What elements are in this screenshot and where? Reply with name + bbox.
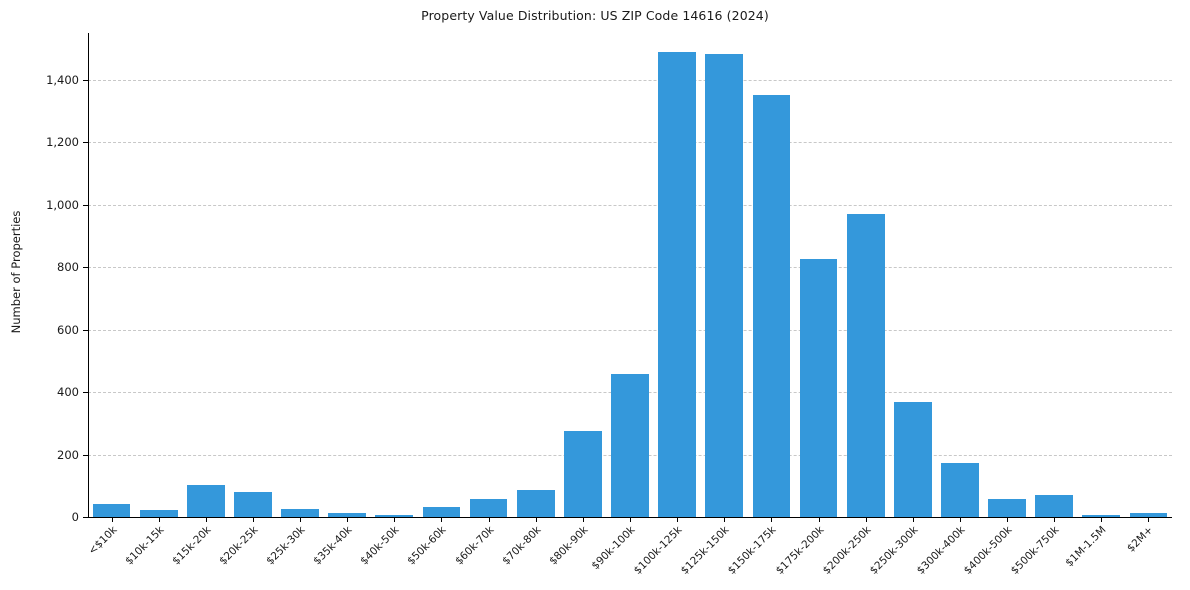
bar[interactable] xyxy=(234,492,272,517)
bar[interactable] xyxy=(846,214,885,517)
x-tick-label: $90k-100k xyxy=(589,524,638,573)
bar[interactable] xyxy=(893,402,932,517)
gridline xyxy=(88,267,1172,269)
x-tick-label: $15k-20k xyxy=(169,524,214,568)
x-tick-mark xyxy=(677,517,679,522)
bar[interactable] xyxy=(469,499,508,517)
x-tick-mark xyxy=(252,517,254,522)
x-tick-mark xyxy=(535,517,537,522)
x-tick-mark xyxy=(1101,517,1103,522)
x-tick-label: $70k-80k xyxy=(499,524,544,568)
x-tick-label: $25k-30k xyxy=(264,524,308,568)
x-tick-label: $500k-750k xyxy=(1008,524,1062,577)
bars-container xyxy=(88,33,1172,517)
gridline xyxy=(88,79,1172,81)
y-tick-label: 800 xyxy=(57,260,79,275)
bar[interactable] xyxy=(705,53,744,517)
y-tick-mark xyxy=(83,267,88,269)
bar[interactable] xyxy=(186,485,225,517)
x-tick-mark xyxy=(347,517,349,522)
bar[interactable] xyxy=(516,489,555,517)
bar[interactable] xyxy=(988,499,1026,517)
bar[interactable] xyxy=(941,463,979,517)
x-tick-label: $1M-1.5M xyxy=(1063,524,1109,570)
x-tick-mark xyxy=(488,517,490,522)
x-tick-label: $150k-175k xyxy=(726,524,779,577)
bar[interactable] xyxy=(1035,494,1074,517)
x-tick-label: $50k-60k xyxy=(405,524,449,568)
x-tick-label: $100k-125k xyxy=(631,524,685,577)
x-tick-mark xyxy=(111,517,113,522)
bar[interactable] xyxy=(1129,512,1168,517)
x-tick-label: $125k-150k xyxy=(678,524,732,577)
y-tick-mark xyxy=(83,392,88,394)
y-tick-label: 1,000 xyxy=(46,197,79,212)
x-tick-label: <$10k xyxy=(85,524,120,558)
y-axis-line xyxy=(88,33,89,517)
y-tick-mark xyxy=(83,204,88,206)
x-tick-label: $400k-500k xyxy=(961,524,1015,577)
x-axis-line xyxy=(88,517,1172,518)
bar[interactable] xyxy=(752,94,791,517)
bar[interactable] xyxy=(139,509,178,517)
y-tick-label: 1,400 xyxy=(46,72,79,87)
x-tick-label: $35k-40k xyxy=(311,524,355,568)
chart-title: Property Value Distribution: US ZIP Code… xyxy=(421,8,769,23)
y-tick-label: 0 xyxy=(71,510,79,524)
gridline xyxy=(88,204,1172,206)
gridline xyxy=(88,329,1172,331)
y-tick-label: 1,200 xyxy=(46,135,79,150)
bar[interactable] xyxy=(564,431,602,517)
bar[interactable] xyxy=(422,506,461,517)
y-tick-mark xyxy=(83,329,88,331)
gridline xyxy=(88,142,1172,144)
bar[interactable] xyxy=(611,374,649,517)
x-tick-mark xyxy=(1007,517,1009,522)
bar[interactable] xyxy=(799,259,838,517)
x-tick-label: $10k-15k xyxy=(122,524,167,568)
y-tick-label: 400 xyxy=(57,385,79,400)
y-tick-mark xyxy=(83,142,88,144)
x-tick-label: $250k-300k xyxy=(867,524,921,577)
y-tick-label: 600 xyxy=(57,322,79,337)
x-tick-mark xyxy=(205,517,207,522)
bar[interactable] xyxy=(375,514,414,517)
x-tick-label: $2M+ xyxy=(1125,524,1156,555)
x-tick-mark xyxy=(959,517,961,522)
x-tick-label: $300k-400k xyxy=(914,524,968,577)
y-tick-mark xyxy=(83,454,88,456)
x-tick-mark xyxy=(865,517,867,522)
bar[interactable] xyxy=(328,513,367,517)
x-tick-mark xyxy=(441,517,443,522)
y-axis-label: Number of Properties xyxy=(9,210,23,334)
x-tick-label: $20k-25k xyxy=(217,524,261,568)
x-tick-mark xyxy=(630,517,631,522)
x-tick-label: $60k-70k xyxy=(452,524,497,568)
x-tick-mark xyxy=(912,517,914,522)
x-tick-label: $200k-250k xyxy=(820,524,874,577)
x-tick-mark xyxy=(582,517,584,522)
x-tick-mark xyxy=(1054,517,1056,522)
x-tick-mark xyxy=(394,517,396,522)
bar[interactable] xyxy=(92,503,131,517)
bar[interactable] xyxy=(281,508,319,517)
x-tick-mark xyxy=(771,517,773,522)
x-tick-label: $80k-90k xyxy=(546,524,591,568)
bar[interactable] xyxy=(658,51,696,517)
y-tick-mark xyxy=(83,517,88,518)
x-tick-label: $40k-50k xyxy=(358,524,402,568)
y-tick-mark xyxy=(83,79,88,81)
y-tick-label: 200 xyxy=(57,447,79,462)
x-tick-mark xyxy=(158,517,160,522)
x-tick-mark xyxy=(300,517,302,522)
x-tick-mark xyxy=(1148,517,1150,522)
x-tick-mark xyxy=(818,517,820,522)
x-tick-mark xyxy=(724,517,726,522)
x-tick-label: $175k-200k xyxy=(773,524,827,577)
bar[interactable] xyxy=(1082,514,1121,517)
